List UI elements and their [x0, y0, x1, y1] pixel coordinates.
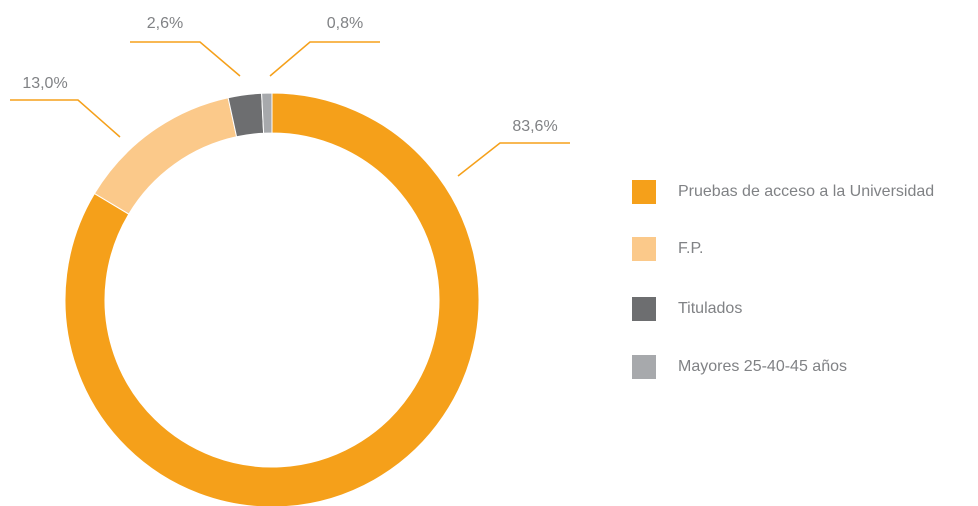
legend-swatch: [632, 355, 656, 379]
leader-line: [130, 41, 241, 77]
leader-line: [269, 41, 380, 77]
leader-line: [457, 142, 570, 177]
data-label: 13,0%: [22, 75, 67, 92]
legend-label: Pruebas de acceso a la Universidad: [678, 183, 934, 200]
leader-line: [10, 99, 121, 138]
legend-label: Mayores 25-40-45 años: [678, 358, 847, 375]
data-label: 2,6%: [147, 15, 183, 32]
data-label: 83,6%: [512, 118, 557, 135]
donut-slice: [64, 92, 480, 506]
legend-label: F.P.: [678, 240, 704, 257]
legend-label: Titulados: [678, 300, 742, 317]
donut-slice: [261, 92, 273, 134]
legend-swatch: [632, 297, 656, 321]
legend-swatch: [632, 180, 656, 204]
donut-slice: [93, 97, 238, 215]
data-label: 0,8%: [327, 15, 363, 32]
legend-swatch: [632, 237, 656, 261]
